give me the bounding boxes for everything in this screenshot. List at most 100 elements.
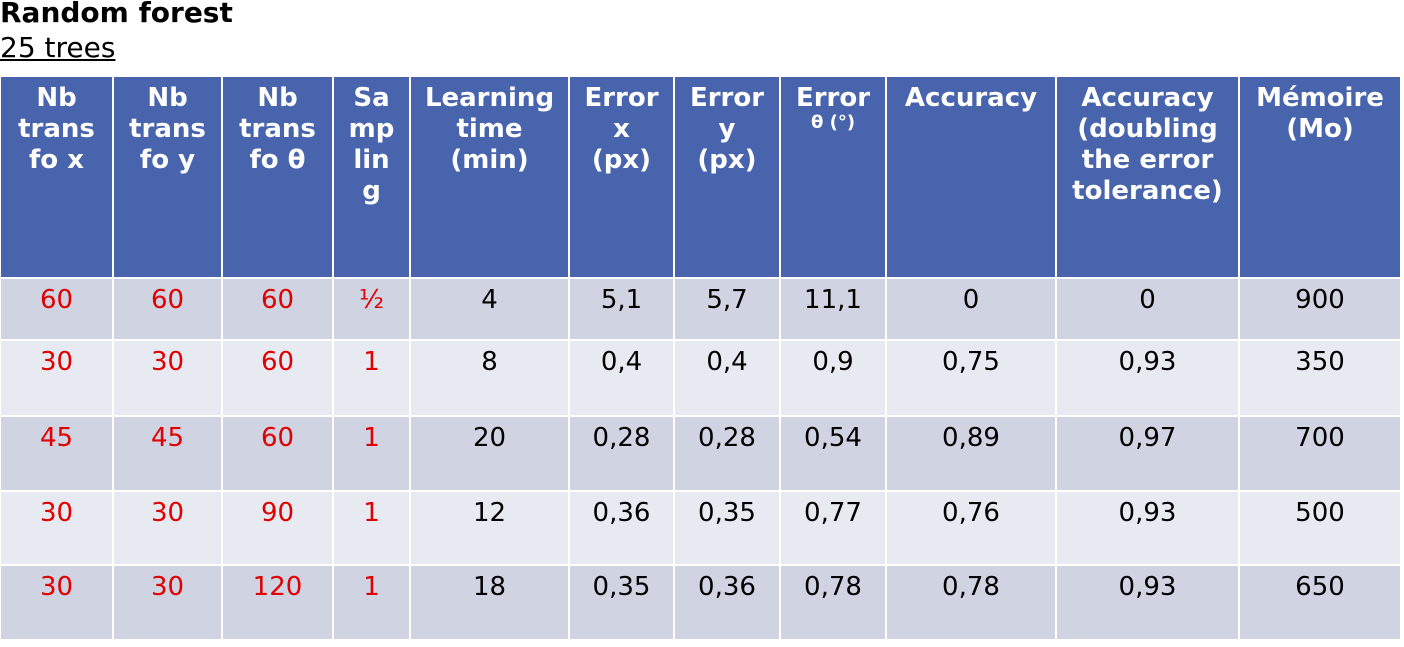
header-line: Nb	[36, 83, 77, 113]
header-line: time	[456, 114, 523, 144]
header-line: (px)	[591, 145, 652, 175]
header-line: Accuracy	[904, 83, 1038, 113]
table-cell: 60	[1, 279, 112, 339]
table-row: 30 30 60 1 8 0,4 0,4 0,9 0,75 0,93 350	[1, 341, 1400, 415]
table-cell: 0,28	[675, 417, 779, 490]
table-cell: 0,93	[1057, 492, 1238, 564]
table-cell: 30	[1, 566, 112, 639]
table-cell: 30	[114, 566, 221, 639]
table-cell: 0,78	[887, 566, 1055, 639]
table-row: 60 60 60 ½ 4 5,1 5,7 11,1 0 0 900	[1, 279, 1400, 339]
header-line: g	[362, 176, 381, 206]
table-cell: 0,4	[570, 341, 673, 415]
table-cell: 30	[1, 341, 112, 415]
table-row: 30 30 120 1 18 0,35 0,36 0,78 0,78 0,93 650	[1, 566, 1400, 639]
header-line: tolerance)	[1072, 176, 1223, 206]
header-line: (min)	[450, 145, 529, 175]
table-row: 30 30 90 1 12 0,36 0,35 0,77 0,76 0,93 500	[1, 492, 1400, 564]
header-line: trans	[18, 114, 95, 144]
table-cell: 0,36	[570, 492, 673, 564]
table-cell: 650	[1240, 566, 1400, 639]
header-cell: Error θ (°)	[781, 77, 885, 277]
table-cell: 18	[411, 566, 568, 639]
table-cell: 0,75	[887, 341, 1055, 415]
table-cell: 0,77	[781, 492, 885, 564]
header-line: Error	[689, 83, 765, 113]
table-cell: 0,28	[570, 417, 673, 490]
header-line: Nb	[147, 83, 188, 113]
header-line: (doubling	[1077, 114, 1218, 144]
header-cell: Nb trans fo θ	[223, 77, 332, 277]
header-line: Nb	[257, 83, 298, 113]
table-cell: 1	[334, 341, 409, 415]
header-cell: Mémoire (Mo)	[1240, 77, 1400, 277]
table-cell: 45	[114, 417, 221, 490]
table-cell: 5,1	[570, 279, 673, 339]
table-cell: 0,35	[675, 492, 779, 564]
header-line: y	[718, 114, 736, 144]
header-line: fo x	[29, 145, 84, 175]
table-cell: 0,97	[1057, 417, 1238, 490]
header-line: fo θ	[249, 145, 306, 175]
header-line: lin	[353, 145, 390, 175]
header-line: Error	[584, 83, 659, 113]
table-cell: ½	[334, 279, 409, 339]
results-table: Nb trans fo x Nb trans fo y Nb trans fo θ Sa mp lin…	[0, 75, 1402, 641]
table-cell: 1	[334, 417, 409, 490]
table-cell: 30	[114, 341, 221, 415]
header-cell: Error x (px)	[570, 77, 673, 277]
header-line: the error	[1081, 145, 1214, 175]
table-cell: 500	[1240, 492, 1400, 564]
subtitle: 25 trees	[0, 31, 116, 64]
table-cell: 0,35	[570, 566, 673, 639]
table-cell: 0,76	[887, 492, 1055, 564]
table-cell: 0,93	[1057, 566, 1238, 639]
header-row: Nb trans fo x Nb trans fo y Nb trans fo θ Sa mp lin…	[1, 77, 1400, 277]
table-cell: 1	[334, 566, 409, 639]
table-cell: 60	[223, 341, 332, 415]
table-cell: 0,89	[887, 417, 1055, 490]
header-cell: Accuracy (doubling the error tolerance)	[1057, 77, 1238, 277]
title: Random forest	[0, 0, 233, 29]
header-line: trans	[129, 114, 206, 144]
table-cell: 0,54	[781, 417, 885, 490]
header-line: Accuracy	[1081, 83, 1214, 113]
header-cell: Sa mp lin g	[334, 77, 409, 277]
header-line: Mémoire	[1256, 83, 1384, 113]
header-line: x	[613, 114, 630, 144]
table-cell: 90	[223, 492, 332, 564]
table-cell: 20	[411, 417, 568, 490]
table-cell: 0	[887, 279, 1055, 339]
table-cell: 11,1	[781, 279, 885, 339]
header-cell: Nb trans fo y	[114, 77, 221, 277]
table-cell: 0,4	[675, 341, 779, 415]
table-cell: 12	[411, 492, 568, 564]
table-cell: 1	[334, 492, 409, 564]
header-cell: Error y (px)	[675, 77, 779, 277]
header-cell: Accuracy	[887, 77, 1055, 277]
table-cell: 700	[1240, 417, 1400, 490]
header-cell: Nb trans fo x	[1, 77, 112, 277]
header-line: Error	[795, 83, 871, 113]
header-line: mp	[348, 114, 395, 144]
table-cell: 0	[1057, 279, 1238, 339]
header-line: θ (°)	[810, 112, 856, 133]
table-cell: 60	[114, 279, 221, 339]
header-line: fo y	[139, 145, 196, 175]
table-cell: 60	[223, 417, 332, 490]
table-cell: 5,7	[675, 279, 779, 339]
table-cell: 4	[411, 279, 568, 339]
table-cell: 120	[223, 566, 332, 639]
table-cell: 900	[1240, 279, 1400, 339]
header-line: Sa	[353, 83, 390, 113]
table-cell: 30	[1, 492, 112, 564]
header-cell: Learning time (min)	[411, 77, 568, 277]
table-cell: 0,93	[1057, 341, 1238, 415]
table-cell: 60	[223, 279, 332, 339]
header-line: (Mo)	[1286, 114, 1354, 144]
table-row: 45 45 60 1 20 0,28 0,28 0,54 0,89 0,97 700	[1, 417, 1400, 490]
table-cell: 350	[1240, 341, 1400, 415]
table-cell: 0,36	[675, 566, 779, 639]
table-cell: 30	[114, 492, 221, 564]
